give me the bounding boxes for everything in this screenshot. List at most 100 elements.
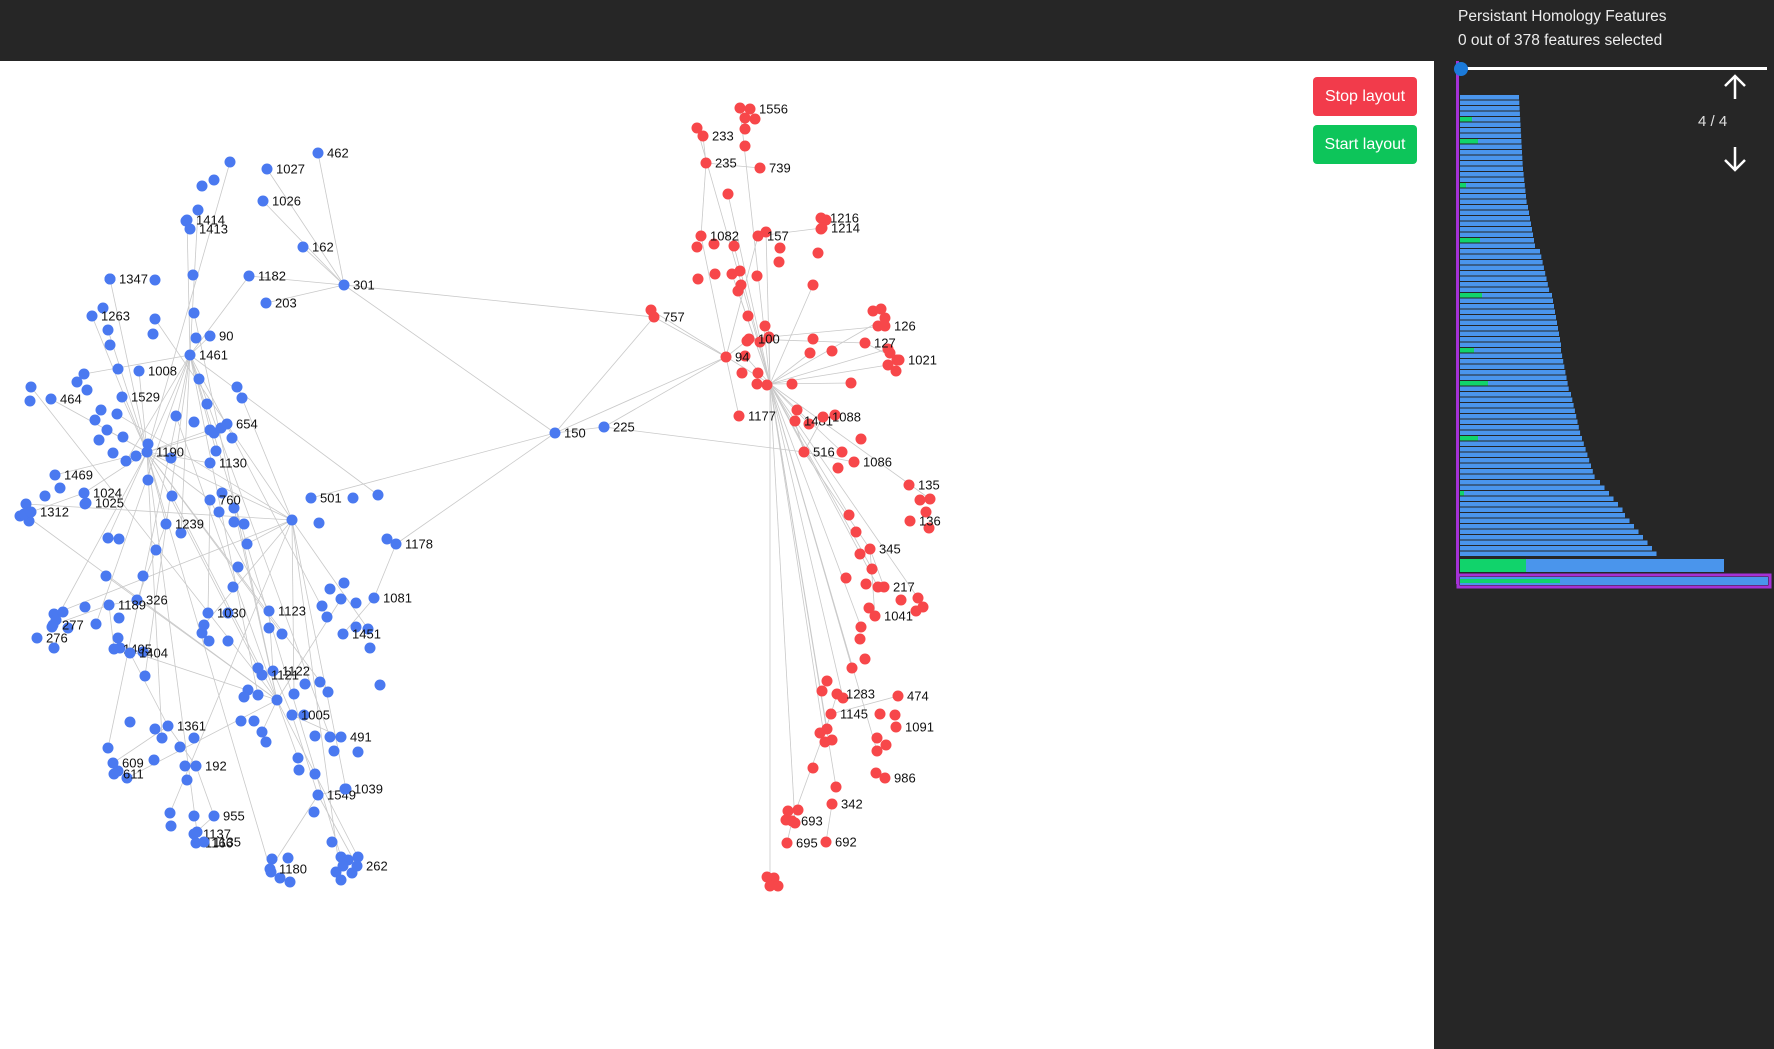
- barcode-bar[interactable]: [1460, 287, 1550, 293]
- graph-node[interactable]: [812, 247, 824, 259]
- barcode-bar[interactable]: [1460, 436, 1582, 441]
- graph-node[interactable]: [108, 643, 120, 655]
- graph-node[interactable]: [314, 676, 326, 688]
- barcode-bar[interactable]: [1460, 144, 1522, 150]
- graph-node[interactable]: [807, 762, 819, 774]
- graph-node[interactable]: [112, 363, 124, 375]
- graph-node[interactable]: [113, 612, 125, 624]
- barcode-bar[interactable]: [1460, 254, 1542, 260]
- barcode-bar[interactable]: [1460, 458, 1590, 463]
- graph-node[interactable]: [892, 690, 904, 702]
- graph-node[interactable]: [739, 140, 751, 152]
- graph-node[interactable]: [45, 393, 57, 405]
- graph-node[interactable]: [71, 376, 83, 388]
- graph-node[interactable]: [869, 610, 881, 622]
- graph-node[interactable]: [734, 265, 746, 277]
- graph-node[interactable]: [863, 602, 875, 614]
- graph-node[interactable]: [912, 592, 924, 604]
- graph-node[interactable]: [882, 359, 894, 371]
- graph-node[interactable]: [150, 544, 162, 556]
- graph-node[interactable]: [276, 628, 288, 640]
- graph-node[interactable]: [324, 731, 336, 743]
- graph-node[interactable]: [904, 515, 916, 527]
- graph-node[interactable]: [923, 522, 935, 534]
- graph-node[interactable]: [648, 311, 660, 323]
- graph-node[interactable]: [97, 302, 109, 314]
- graph-node[interactable]: [107, 447, 119, 459]
- graph-node[interactable]: [350, 621, 362, 633]
- barcode-bar[interactable]: [1460, 100, 1520, 106]
- barcode-bar[interactable]: [1460, 430, 1581, 436]
- barcode-bar[interactable]: [1460, 397, 1573, 403]
- graph-node[interactable]: [826, 798, 838, 810]
- graph-node[interactable]: [286, 709, 298, 721]
- graph-node[interactable]: [188, 828, 200, 840]
- graph-node[interactable]: [691, 122, 703, 134]
- graph-node[interactable]: [236, 392, 248, 404]
- graph-node[interactable]: [292, 752, 304, 764]
- barcode-bar[interactable]: [1460, 546, 1652, 551]
- barcode-bar[interactable]: [1460, 315, 1556, 320]
- barcode-bar[interactable]: [1460, 485, 1605, 491]
- graph-node[interactable]: [133, 365, 145, 377]
- graph-node[interactable]: [328, 745, 340, 757]
- graph-node[interactable]: [372, 489, 384, 501]
- graph-node[interactable]: [751, 378, 763, 390]
- barcode-bar[interactable]: [1460, 331, 1559, 337]
- graph-node[interactable]: [81, 384, 93, 396]
- graph-node[interactable]: [692, 273, 704, 285]
- graph-node[interactable]: [754, 162, 766, 174]
- graph-node[interactable]: [781, 837, 793, 849]
- graph-node[interactable]: [260, 736, 272, 748]
- barcode-bar[interactable]: [1460, 408, 1575, 414]
- barcode-bar[interactable]: [1460, 353, 1563, 359]
- graph-node[interactable]: [321, 611, 333, 623]
- graph-node[interactable]: [772, 880, 784, 892]
- graph-node[interactable]: [299, 678, 311, 690]
- barcode-bar[interactable]: [1460, 293, 1552, 298]
- barcode-bar[interactable]: [1460, 117, 1521, 122]
- barcode-bar[interactable]: [1460, 524, 1634, 529]
- graph-node[interactable]: [47, 619, 59, 631]
- graph-node[interactable]: [752, 367, 764, 379]
- barcode-bar[interactable]: [1460, 150, 1522, 155]
- barcode-bar[interactable]: [1460, 414, 1577, 419]
- graph-node[interactable]: [297, 241, 309, 253]
- graph-node[interactable]: [93, 434, 105, 446]
- graph-node[interactable]: [816, 685, 828, 697]
- graph-node[interactable]: [156, 732, 168, 744]
- graph-node[interactable]: [181, 774, 193, 786]
- graph-node[interactable]: [190, 837, 202, 849]
- barcode-bar[interactable]: [1460, 216, 1530, 221]
- barcode-bar[interactable]: [1460, 155, 1523, 161]
- graph-node[interactable]: [193, 373, 205, 385]
- graph-node[interactable]: [120, 455, 132, 467]
- barcode-bar[interactable]: [1460, 221, 1531, 227]
- graph-node[interactable]: [102, 742, 114, 754]
- barcode-bar[interactable]: [1460, 260, 1543, 265]
- graph-node[interactable]: [339, 783, 351, 795]
- graph-node[interactable]: [832, 462, 844, 474]
- graph-node[interactable]: [878, 581, 890, 593]
- barcode-bar[interactable]: [1460, 496, 1614, 502]
- graph-node[interactable]: [390, 538, 402, 550]
- graph-node[interactable]: [188, 810, 200, 822]
- graph-node[interactable]: [728, 240, 740, 252]
- barcode-bar[interactable]: [1460, 326, 1558, 331]
- barcode-bar[interactable]: [1460, 463, 1591, 469]
- graph-node[interactable]: [204, 330, 216, 342]
- barcode-bar[interactable]: [1460, 529, 1639, 535]
- barcode-bar[interactable]: [1460, 577, 1768, 585]
- arrow-up-icon[interactable]: [1722, 73, 1748, 101]
- graph-node[interactable]: [845, 377, 857, 389]
- graph-node[interactable]: [263, 622, 275, 634]
- graph-node[interactable]: [695, 230, 707, 242]
- graph-node[interactable]: [238, 518, 250, 530]
- graph-node[interactable]: [57, 606, 69, 618]
- barcode-bar[interactable]: [1460, 106, 1520, 111]
- graph-node[interactable]: [598, 421, 610, 433]
- barcode-bar[interactable]: [1460, 249, 1540, 254]
- graph-node[interactable]: [204, 494, 216, 506]
- graph-node[interactable]: [111, 408, 123, 420]
- barcode-bar[interactable]: [1460, 518, 1630, 524]
